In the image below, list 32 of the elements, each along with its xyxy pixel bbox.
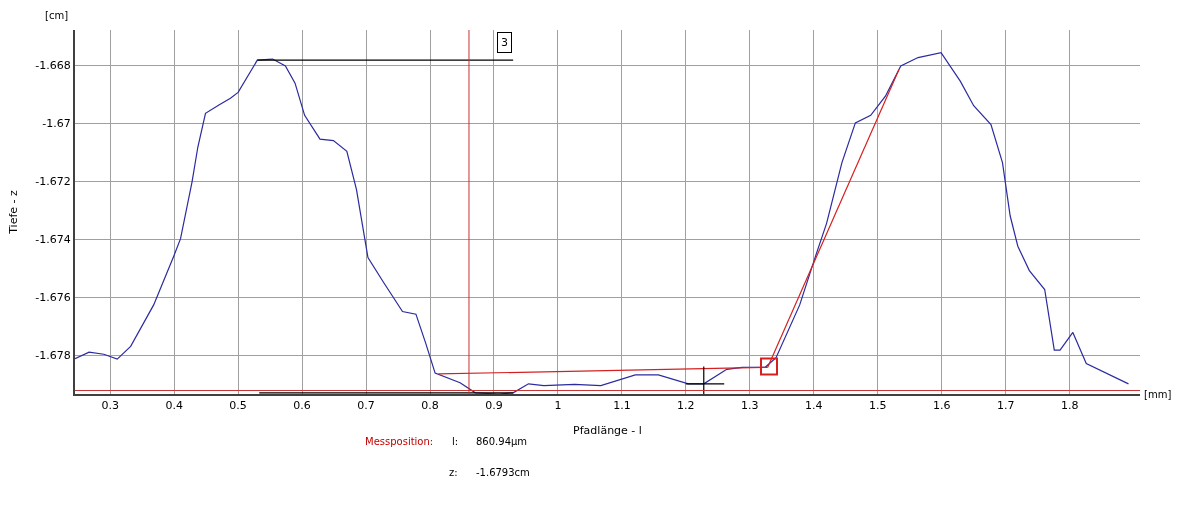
x-tick-label: 1.8 — [1060, 399, 1079, 413]
text: l: — [452, 436, 459, 447]
text: 860.94µm — [476, 436, 528, 447]
x-tick-label: 0.3 — [101, 399, 119, 413]
x-tick-label: 0.9 — [485, 399, 503, 413]
text: [cm] — [45, 10, 69, 21]
x-tick-label: 1.4 — [805, 399, 823, 413]
annotation: 3 — [501, 36, 508, 49]
x-tick-label: 1.3 — [741, 399, 759, 413]
x-tick-label: 1.2 — [677, 399, 695, 413]
y-tick-label: -1.678 — [35, 349, 71, 363]
x-tick-label: 1.5 — [869, 399, 887, 413]
x-tick-label: 1.6 — [932, 399, 951, 413]
y-tick-label: -1.674 — [35, 233, 71, 247]
y-tick-label: -1.668 — [35, 58, 71, 72]
x-tick-label: 0.7 — [357, 399, 375, 413]
y-tick-label: -1.672 — [35, 175, 71, 189]
text: z: — [449, 467, 458, 478]
x-tick-label: 0.6 — [293, 399, 311, 413]
x-tick-label: 0.5 — [229, 399, 247, 413]
x-tick-label: 1 — [554, 399, 562, 413]
text: [mm] — [1144, 389, 1172, 400]
text: Messposition: — [365, 436, 434, 447]
x-axis-title: Pfadlänge - l — [573, 423, 642, 437]
text: -1.6793cm — [476, 467, 530, 478]
y-tick-label: -1.67 — [42, 117, 71, 131]
y-tick-label: -1.676 — [35, 291, 71, 305]
x-tick-label: 0.4 — [165, 399, 183, 413]
x-tick-label: 1.1 — [613, 399, 631, 413]
x-tick-label: 0.8 — [421, 399, 439, 413]
y-axis-title: Tiefe - z — [7, 189, 21, 235]
x-tick-label: 1.7 — [996, 399, 1015, 413]
